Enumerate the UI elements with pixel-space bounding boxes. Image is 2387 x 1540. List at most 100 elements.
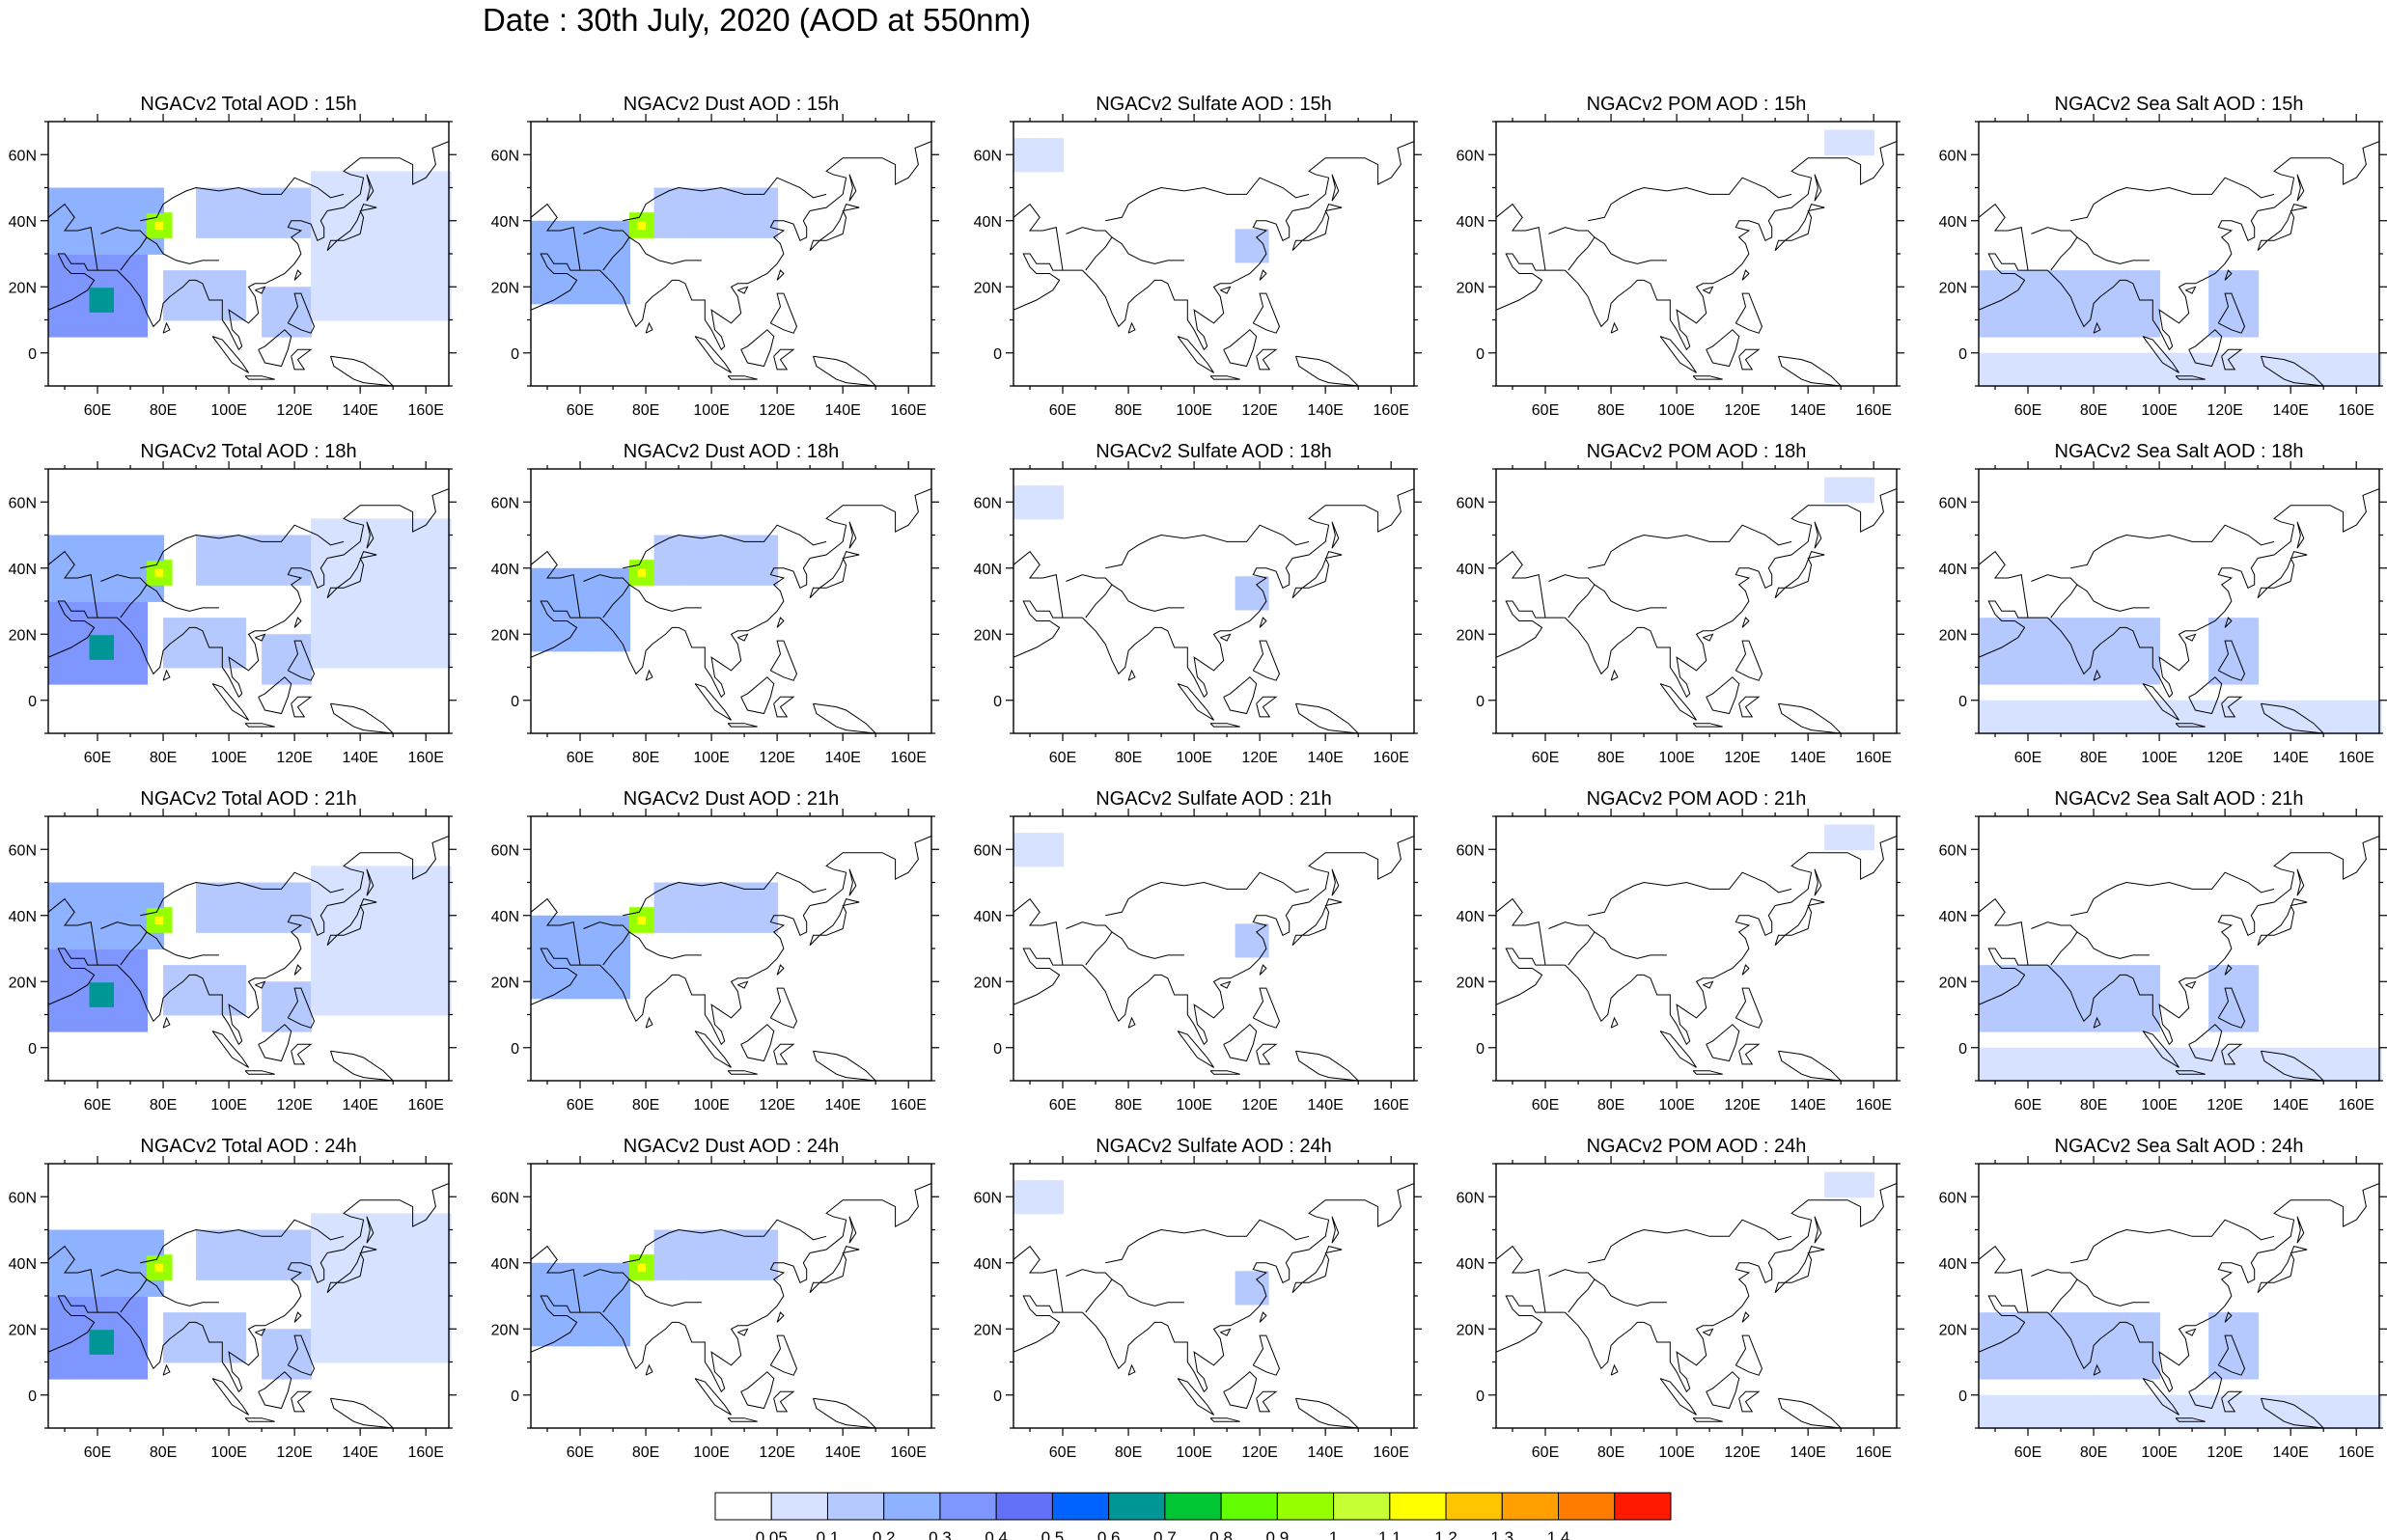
y-tick-label: 60N bbox=[1939, 148, 1967, 164]
aod-cell bbox=[2208, 294, 2218, 305]
aod-cell bbox=[368, 618, 378, 627]
aod-cell bbox=[65, 535, 74, 544]
aod-cell bbox=[2192, 361, 2202, 371]
aod-cell bbox=[588, 254, 598, 263]
aod-cell bbox=[236, 923, 247, 933]
y-tick-label: 20N bbox=[491, 280, 519, 296]
aod-cell bbox=[319, 989, 329, 1000]
aod-cell bbox=[229, 187, 238, 197]
aod-cell bbox=[351, 303, 362, 313]
aod-cell bbox=[2241, 352, 2251, 363]
aod-cell bbox=[2134, 287, 2145, 296]
aod-cell bbox=[597, 931, 606, 942]
aod-cell bbox=[442, 584, 452, 594]
aod-cell bbox=[122, 965, 132, 975]
aod-cell bbox=[204, 658, 214, 669]
aod-cell bbox=[360, 261, 370, 272]
aod-cell bbox=[302, 543, 313, 553]
aod-cell bbox=[2151, 625, 2161, 636]
aod-cell bbox=[426, 236, 435, 247]
aod-cell bbox=[2061, 1005, 2070, 1016]
aod-cell bbox=[2068, 328, 2079, 338]
aod-cell bbox=[294, 1023, 304, 1032]
aod-cell bbox=[1824, 129, 1834, 140]
aod-cell bbox=[2233, 287, 2243, 296]
aod-cell bbox=[2233, 352, 2243, 363]
aod-cell bbox=[2373, 708, 2382, 718]
aod-cell bbox=[376, 609, 386, 619]
aod-cell bbox=[196, 196, 206, 206]
aod-cell bbox=[138, 212, 149, 222]
aod-cell bbox=[417, 650, 428, 660]
x-tick-label: 160E bbox=[1374, 402, 1409, 419]
aod-cell bbox=[302, 989, 313, 1000]
aod-cell bbox=[2323, 700, 2333, 710]
aod-cell bbox=[302, 576, 313, 586]
aod-cell bbox=[65, 220, 74, 231]
aod-cell bbox=[2077, 716, 2087, 727]
aod-cell bbox=[1243, 940, 1253, 949]
aod-cell bbox=[393, 567, 402, 578]
aod-cell bbox=[105, 319, 116, 329]
aod-cell bbox=[335, 254, 346, 263]
aod-cell bbox=[2044, 1063, 2054, 1074]
aod-cell bbox=[105, 303, 116, 313]
aod-cell bbox=[72, 915, 83, 925]
aod-cell bbox=[613, 949, 623, 958]
aod-cell bbox=[311, 196, 320, 206]
coastline bbox=[628, 236, 702, 264]
aod-cell bbox=[2151, 634, 2161, 644]
aod-cell bbox=[138, 973, 149, 983]
aod-cell bbox=[2126, 675, 2136, 685]
aod-cell bbox=[417, 543, 428, 553]
aod-cell bbox=[122, 634, 132, 644]
aod-cell bbox=[2126, 658, 2136, 669]
aod-cell bbox=[442, 287, 452, 296]
aod-cell bbox=[97, 236, 107, 247]
aod-cell bbox=[401, 989, 411, 1000]
aod-cell bbox=[1054, 849, 1065, 859]
aod-cell bbox=[122, 576, 132, 586]
aod-cell bbox=[196, 567, 206, 578]
aod-cell bbox=[1979, 700, 1988, 710]
aod-cell bbox=[2077, 303, 2087, 313]
aod-cell bbox=[637, 212, 648, 222]
aod-cell bbox=[48, 940, 58, 949]
aod-cell bbox=[236, 560, 247, 569]
aod-cell bbox=[433, 551, 444, 562]
aod-cell bbox=[2176, 700, 2185, 710]
coastline bbox=[628, 931, 702, 959]
aod-cell bbox=[384, 989, 395, 1000]
aod-cell bbox=[384, 294, 395, 305]
aod-cell bbox=[114, 212, 124, 222]
aod-cell bbox=[2126, 667, 2136, 676]
aod-cell bbox=[335, 567, 346, 578]
aod-cell bbox=[393, 518, 402, 528]
aod-cell bbox=[2192, 716, 2202, 727]
aod-cell bbox=[719, 907, 730, 917]
aod-cell bbox=[2094, 303, 2103, 313]
aod-cell bbox=[2126, 287, 2136, 296]
aod-cell bbox=[2183, 361, 2194, 371]
aod-cell bbox=[122, 278, 132, 289]
aod-cell bbox=[2085, 369, 2096, 379]
aod-cell bbox=[376, 965, 386, 975]
coastline bbox=[773, 1043, 795, 1065]
aod-cell bbox=[2094, 311, 2103, 321]
aod-cell bbox=[442, 303, 452, 313]
aod-cell bbox=[360, 220, 370, 231]
aod-cell bbox=[311, 650, 320, 660]
aod-cell bbox=[229, 907, 238, 917]
plot-frame bbox=[1978, 121, 2380, 387]
coastline bbox=[1774, 204, 1825, 251]
aod-cell bbox=[105, 220, 116, 231]
aod-cell bbox=[597, 949, 606, 958]
aod-cell bbox=[2183, 716, 2194, 727]
aod-cell bbox=[114, 625, 124, 636]
coastline bbox=[1013, 203, 1064, 311]
aod-cell bbox=[1995, 270, 2005, 280]
aod-cell bbox=[368, 907, 378, 917]
x-tick-label: 160E bbox=[891, 402, 927, 419]
aod-cell bbox=[81, 567, 91, 578]
aod-cell bbox=[2298, 369, 2309, 379]
